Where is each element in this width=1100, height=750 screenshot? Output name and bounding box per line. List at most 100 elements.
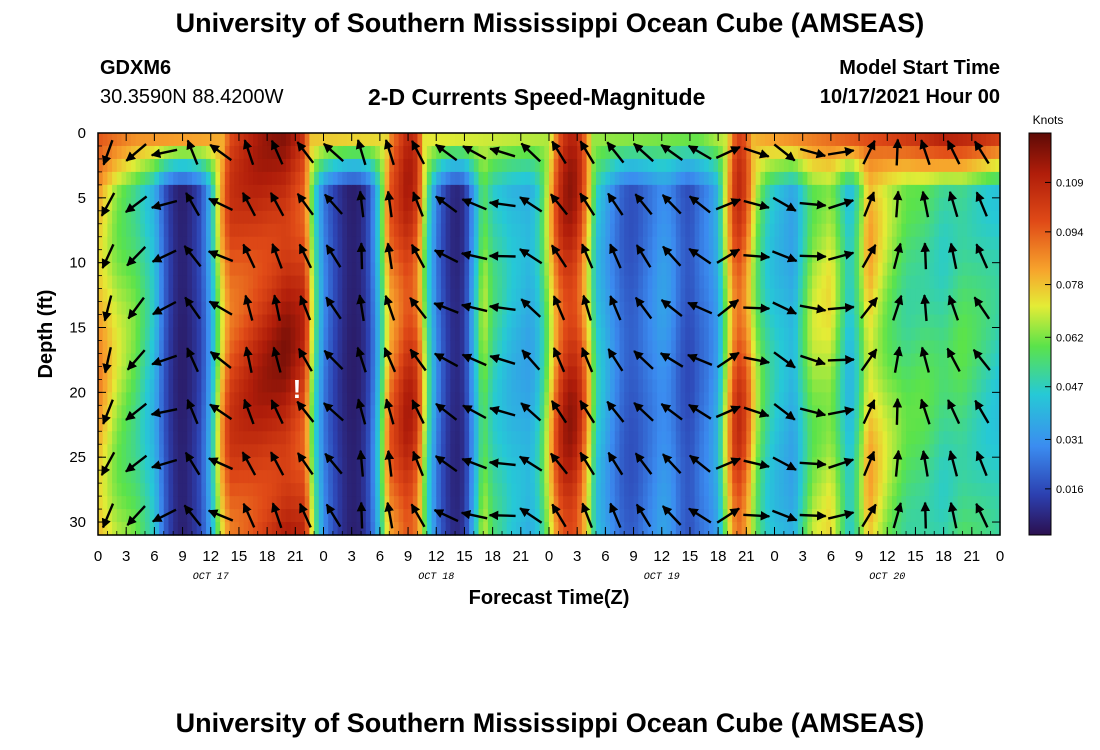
heatmap-cell <box>102 223 108 238</box>
heatmap-cell <box>736 327 743 342</box>
heatmap-cell <box>549 418 555 432</box>
heatmap-cell <box>248 470 254 484</box>
heatmap-cell <box>412 158 419 173</box>
heatmap-cell <box>224 444 231 458</box>
heatmap-cell <box>586 392 592 406</box>
heatmap-cell <box>238 457 245 471</box>
heatmap-cell <box>436 262 442 277</box>
heatmap-cell <box>708 418 715 432</box>
heatmap-cell <box>295 314 301 329</box>
heatmap-cell <box>647 496 653 510</box>
heatmap-cell <box>182 405 188 419</box>
heatmap-cell <box>680 522 686 536</box>
heatmap-cell <box>680 483 686 497</box>
heatmap-cell <box>229 522 235 536</box>
heatmap-cell <box>243 379 249 393</box>
heatmap-cell <box>492 431 498 445</box>
heatmap-cell <box>159 340 165 355</box>
heatmap-cell <box>732 431 738 445</box>
heatmap-cell <box>436 327 442 342</box>
heatmap-cell <box>455 431 461 445</box>
heatmap-cell <box>389 223 395 238</box>
heatmap-cell <box>704 223 710 238</box>
heatmap-cell <box>285 327 292 342</box>
heatmap-cell <box>398 301 404 316</box>
heatmap-cell <box>830 327 837 342</box>
heatmap-cell <box>290 444 296 458</box>
heatmap-cell <box>248 509 254 523</box>
heatmap-cell <box>393 327 400 342</box>
heatmap-cell <box>516 522 522 536</box>
heatmap-cell <box>346 509 353 523</box>
heatmap-cell <box>436 314 442 329</box>
heatmap-cell <box>657 457 663 471</box>
heatmap-cell <box>149 158 155 173</box>
heatmap-cell <box>431 210 437 225</box>
heatmap-cell <box>342 275 348 290</box>
heatmap-cell <box>633 340 639 355</box>
heatmap-cell <box>243 236 249 251</box>
heatmap-cell <box>520 496 527 510</box>
heatmap-cell <box>173 314 179 329</box>
heatmap-cell <box>469 496 475 510</box>
heatmap-cell <box>309 314 315 329</box>
heatmap-cell <box>483 418 489 432</box>
heatmap-cell <box>144 262 151 277</box>
heatmap-cell <box>487 236 494 251</box>
heatmap-cell <box>98 184 104 199</box>
heatmap-cell <box>610 262 616 277</box>
heatmap-cell <box>765 392 771 406</box>
heatmap-cell <box>309 353 315 368</box>
heatmap-cell <box>323 158 329 173</box>
heatmap-cell <box>483 249 489 264</box>
heatmap-cell <box>567 288 574 303</box>
heatmap-cell <box>253 470 259 484</box>
heatmap-cell <box>671 444 677 458</box>
heatmap-cell <box>577 392 583 406</box>
heatmap-cell <box>736 496 743 510</box>
heatmap-cell <box>614 340 621 355</box>
heatmap-cell <box>309 392 315 406</box>
heatmap-cell <box>567 158 574 173</box>
heatmap-cell <box>849 392 855 406</box>
heatmap-cell <box>478 314 484 329</box>
heatmap-cell <box>102 470 108 484</box>
heatmap-cell <box>657 133 663 147</box>
heatmap-cell <box>116 223 123 238</box>
heatmap-cell <box>563 171 569 186</box>
heatmap-cell <box>567 392 574 406</box>
heatmap-cell <box>361 301 367 316</box>
heatmap-cell <box>539 275 545 290</box>
heatmap-cell <box>238 171 245 186</box>
heatmap-cell <box>107 496 113 510</box>
heatmap-cell <box>196 405 202 419</box>
heatmap-cell <box>680 275 686 290</box>
heatmap-cell <box>624 366 630 380</box>
heatmap-cell <box>844 379 851 393</box>
heatmap-cell <box>140 470 146 484</box>
heatmap-cell <box>581 210 588 225</box>
heatmap-cell <box>295 133 301 147</box>
heatmap-cell <box>422 184 428 199</box>
heatmap-cell <box>835 522 841 536</box>
heatmap-cell <box>549 392 555 406</box>
heatmap-cell <box>595 353 602 368</box>
heatmap-cell <box>300 340 306 355</box>
heatmap-cell <box>281 275 287 290</box>
heatmap-cell <box>314 522 320 536</box>
heatmap-cell <box>300 301 306 316</box>
heatmap-cell <box>469 288 475 303</box>
heatmap-cell <box>511 158 517 173</box>
heatmap-cell <box>675 262 682 277</box>
heatmap-cell <box>238 366 245 380</box>
heatmap-cell <box>238 444 245 458</box>
heatmap-cell <box>253 353 259 368</box>
heatmap-cell <box>450 496 456 510</box>
heatmap-cell <box>168 392 174 406</box>
heatmap-cell <box>844 184 851 199</box>
heatmap-cell <box>751 483 757 497</box>
heatmap-cell <box>492 405 498 419</box>
heatmap-cell <box>455 379 461 393</box>
heatmap-cell <box>835 288 841 303</box>
heatmap-cell <box>309 262 315 277</box>
